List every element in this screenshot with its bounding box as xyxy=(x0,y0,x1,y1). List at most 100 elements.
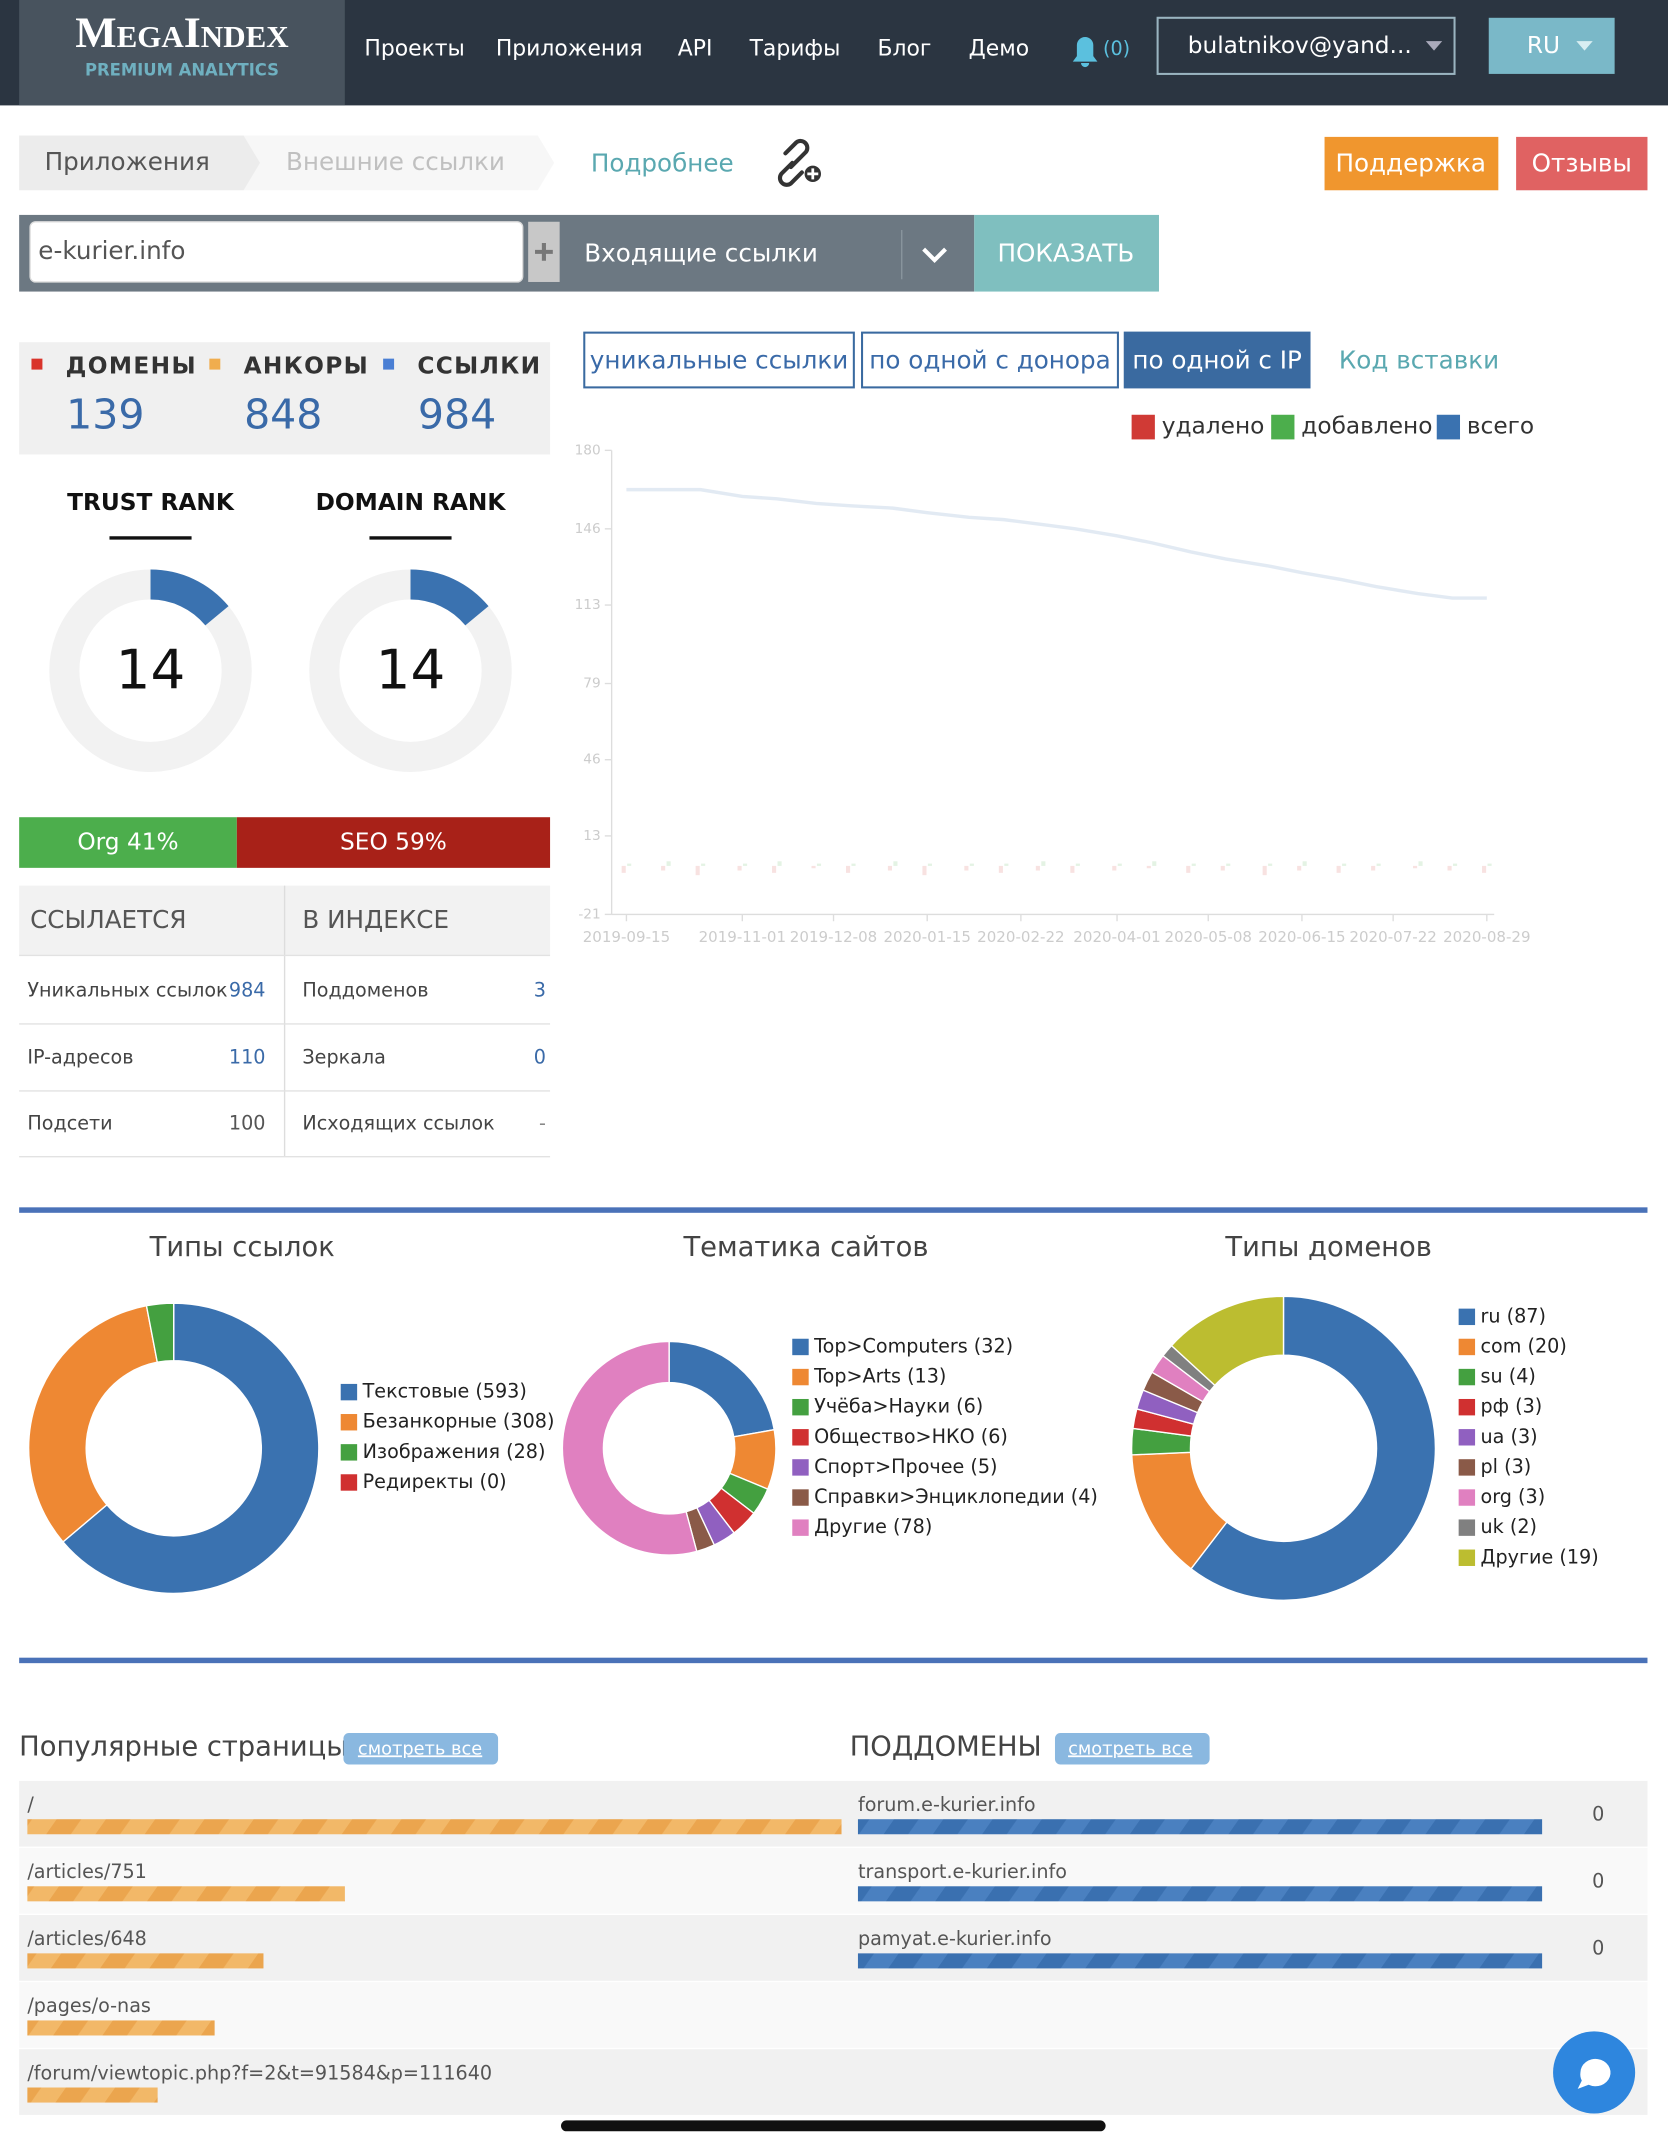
breadcrumb[interactable]: Приложения xyxy=(45,147,210,176)
page-url[interactable]: /forum/viewtopic.php?f=2&t=91584&p=11164… xyxy=(27,2061,492,2084)
tab[interactable] xyxy=(583,331,855,389)
x-tick-label: 2020-04-01 xyxy=(1073,928,1160,946)
page-url[interactable]: / xyxy=(27,1793,34,1816)
x-tick-label: 2020-01-15 xyxy=(883,928,970,946)
view-all-label[interactable]: смотреть все xyxy=(358,1738,482,1759)
legend-label: Другие (78) xyxy=(814,1515,932,1538)
legend-swatch xyxy=(340,1383,358,1401)
cell-label: Зеркала xyxy=(302,1046,386,1069)
legend-label: uk (2) xyxy=(1481,1515,1537,1538)
counter-label: ССЫЛКИ xyxy=(417,352,541,379)
bell-icon[interactable] xyxy=(1072,36,1098,68)
user-menu[interactable] xyxy=(1156,16,1456,75)
change-bar xyxy=(1297,865,1302,871)
legend-swatch xyxy=(1458,1489,1476,1506)
row-bg xyxy=(19,1982,1648,2048)
support-label[interactable]: Поддержка xyxy=(1335,148,1486,177)
domain-input[interactable] xyxy=(29,221,524,283)
subdomain-value: 0 xyxy=(1592,1803,1604,1826)
change-bar xyxy=(1336,865,1341,873)
table-heading: ССЫЛАЕТСЯ xyxy=(30,905,186,934)
table-heading: В ИНДЕКСЕ xyxy=(302,905,449,934)
reviews-button[interactable] xyxy=(1516,136,1648,191)
logo: MegaIndex xyxy=(75,9,289,57)
change-bar xyxy=(695,865,700,876)
subdomain-name[interactable]: pamyat.e-kurier.info xyxy=(858,1927,1052,1950)
reviews-label[interactable]: Отзывы xyxy=(1532,148,1632,177)
page-url[interactable]: /articles/751 xyxy=(27,1860,147,1883)
link-icon[interactable] xyxy=(777,138,810,187)
user-name[interactable]: bulatnikov@yand... xyxy=(1188,32,1412,59)
y-tick-label: -21 xyxy=(578,906,600,922)
subdomain-name[interactable]: forum.e-kurier.info xyxy=(858,1793,1036,1816)
counter-marker xyxy=(383,358,395,370)
tab[interactable] xyxy=(861,331,1119,389)
logo-box xyxy=(19,0,345,106)
change-bar xyxy=(1112,865,1117,871)
section-title: Популярные страницы xyxy=(19,1732,348,1763)
legend-swatch xyxy=(792,1429,809,1446)
chat-icon xyxy=(1577,2058,1611,2089)
lang[interactable]: RU xyxy=(1527,32,1560,59)
pie-slice xyxy=(561,1340,698,1556)
change-bar xyxy=(922,865,927,876)
more-link[interactable]: Подробнее xyxy=(591,148,734,177)
page-bar xyxy=(27,1886,345,1902)
page-url[interactable]: /pages/o-nas xyxy=(27,1994,151,2017)
legend-swatch xyxy=(1131,414,1155,440)
view-all-button[interactable] xyxy=(1054,1732,1210,1765)
lang-button[interactable] xyxy=(1488,17,1615,74)
cell-value: 984 xyxy=(229,979,266,1002)
tab-label[interactable]: уникальные ссылки xyxy=(590,345,849,374)
show-label[interactable]: ПОКАЗАТЬ xyxy=(998,239,1135,268)
view-all-button[interactable] xyxy=(343,1732,499,1765)
notifications[interactable]: (0) xyxy=(1103,37,1130,60)
nav-item[interactable]: Тарифы xyxy=(749,36,841,61)
y-tick-label: 46 xyxy=(583,752,600,768)
traffic-label: Org 41% xyxy=(77,829,178,856)
change-bar xyxy=(742,863,748,866)
counter-label: АНКОРЫ xyxy=(244,352,370,379)
change-bar xyxy=(998,865,1003,873)
pie-title: Тематика сайтов xyxy=(682,1232,928,1263)
nav-item[interactable]: Демо xyxy=(969,36,1029,61)
show-button[interactable] xyxy=(974,214,1159,292)
counter-value: 984 xyxy=(418,390,496,438)
change-bar xyxy=(969,863,974,866)
subdomain-name[interactable]: transport.e-kurier.info xyxy=(858,1860,1067,1883)
logo-sub: PREMIUM ANALYTICS xyxy=(85,61,279,80)
legend-label: Редиректы (0) xyxy=(363,1470,507,1493)
counter-value: 848 xyxy=(244,390,322,438)
tab-link[interactable]: Код вставки xyxy=(1339,345,1499,374)
breadcrumb[interactable]: Внешние ссылки xyxy=(286,147,505,176)
legend-label: ua (3) xyxy=(1481,1425,1538,1448)
legend-label: удалено xyxy=(1162,413,1265,440)
support-button[interactable] xyxy=(1324,136,1499,191)
cell-label: Поддоменов xyxy=(302,979,428,1002)
page-url[interactable]: /articles/648 xyxy=(27,1927,147,1950)
cell-value: 100 xyxy=(229,1111,266,1134)
y-tick-label: 13 xyxy=(583,828,600,844)
legend-label: Справки>Энциклопедии (4) xyxy=(814,1485,1098,1508)
legend-label: добавлено xyxy=(1301,413,1432,440)
change-bar xyxy=(661,865,666,871)
change-bar xyxy=(887,865,893,871)
nav-item[interactable]: Приложения xyxy=(496,36,643,61)
tab-label[interactable]: по одной с донора xyxy=(869,345,1110,374)
x-tick-label: 2019-09-15 xyxy=(583,928,670,946)
plus-icon xyxy=(535,242,553,261)
x-tick-label: 2020-05-08 xyxy=(1165,928,1252,946)
mode-select[interactable]: Входящие ссылки xyxy=(584,239,818,268)
nav-item[interactable]: API xyxy=(678,36,713,61)
home-indicator xyxy=(561,2120,1106,2132)
subdomain-value: 0 xyxy=(1592,1870,1604,1893)
nav-item[interactable]: Блог xyxy=(878,36,932,61)
caret xyxy=(1576,41,1593,51)
nav-item[interactable]: Проекты xyxy=(364,36,464,61)
tab[interactable] xyxy=(1123,331,1311,389)
domain-value: e-kurier.info xyxy=(38,236,185,265)
tab-label[interactable]: по одной с IP xyxy=(1132,345,1302,374)
view-all-label[interactable]: смотреть все xyxy=(1068,1738,1192,1759)
subdomain-bar xyxy=(857,1819,1543,1835)
change-bar xyxy=(893,861,898,866)
